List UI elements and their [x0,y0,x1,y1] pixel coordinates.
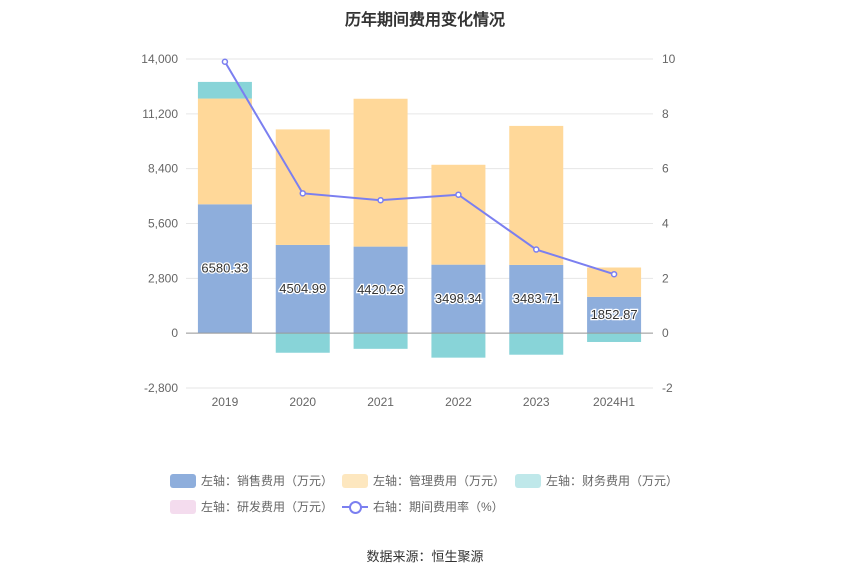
x-tick-label: 2023 [523,395,550,409]
bar-sales [509,264,564,334]
y-left-tick-label: 14,000 [141,52,178,66]
x-tick-label: 2022 [445,395,472,409]
legend-item-rate[interactable]: 右轴：期间费用率（%） [342,498,504,515]
y-right-tick-label: 10 [662,52,676,66]
bar-labels: 6580.33 4504.99 4420.26 3498.34 3483.71 1852.… [200,259,639,323]
bar-value-label: 1852.87 [591,307,638,322]
bar-finance [353,333,408,349]
rate-line [221,58,618,278]
legend-item-sales[interactable]: 左轴：销售费用（万元） [170,472,333,489]
y-left-tick-label: 2,800 [148,271,178,285]
legend-label-sales: 左轴：销售费用（万元） [201,474,334,488]
legend-label-rate: 右轴：期间费用率（%） [373,500,504,514]
rate-point [377,196,384,204]
bar-sales [587,296,642,334]
legend-swatch-rnd [170,499,196,514]
legend-label-finance: 左轴：财务费用（万元） [546,474,679,488]
bar-admin [353,98,408,247]
legend-swatch-finance [515,473,541,488]
bar-admin [275,129,330,245]
bars [197,81,642,358]
y-right-tick-label: 6 [662,162,669,176]
x-tick-label: 2021 [367,395,394,409]
legend-line-icon [342,500,368,514]
rate-point [455,191,462,198]
y-left-tick-label: 0 [171,326,178,340]
y-left-tick-label: 11,200 [142,107,178,121]
y-left-tick-label: -2,800 [144,381,178,395]
bar-value-label: 6580.33 [201,261,248,276]
bar-admin [509,125,564,265]
rate-point [221,58,229,65]
data-source: 数据来源：恒生聚源 [366,549,484,564]
y-right-tick-label: 4 [662,217,669,231]
bar-finance [197,81,252,99]
y-right-tick-label: -2 [662,381,673,395]
y-right-tick-label: 2 [662,271,669,285]
bar-value-label: 4504.99 [279,281,326,296]
legend-item-finance[interactable]: 左轴：财务费用（万元） [515,472,678,489]
y-left-tick-label: 5,600 [148,217,178,231]
y-right-tick-label: 8 [662,107,669,121]
legend-item-rnd[interactable]: 左轴：研发费用（万元） [170,498,333,515]
bar-sales [275,244,330,334]
grid-lines [186,58,653,389]
bar-finance [587,333,642,342]
legend-label-admin: 左轴：管理费用（万元） [373,474,506,488]
axes: 14,000 11,200 8,400 5,600 2,800 0 -2,800 10 8 6 4 2… [141,52,675,409]
x-tick-label: 2024H1 [593,395,635,409]
bar-admin [431,164,486,265]
legend-swatch-admin [342,473,368,488]
y-left-tick-label: 8,400 [148,162,178,176]
legend-swatch-sales [170,473,196,488]
bar-sales [431,264,486,334]
bar-value-label: 3483.71 [513,291,560,306]
rate-point [610,270,618,278]
legend-item-admin[interactable]: 左轴：管理费用（万元） [342,472,505,489]
bar-finance [431,333,486,358]
bar-sales [197,204,252,334]
rate-point [299,190,306,197]
x-tick-label: 2019 [212,395,239,409]
bar-finance [275,333,330,353]
bar-value-label: 4420.26 [357,282,404,297]
chart-title: 历年期间费用变化情况 [344,12,505,29]
bar-value-label: 3498.34 [435,291,482,306]
bar-admin [197,98,252,205]
rate-line-path [224,61,615,276]
y-right-tick-label: 0 [662,326,669,340]
x-tick-label: 2020 [289,395,316,409]
bar-finance [509,333,564,355]
legend-label-rnd: 左轴：研发费用（万元） [201,500,334,514]
bar-sales [353,246,408,334]
rate-point [533,246,540,253]
